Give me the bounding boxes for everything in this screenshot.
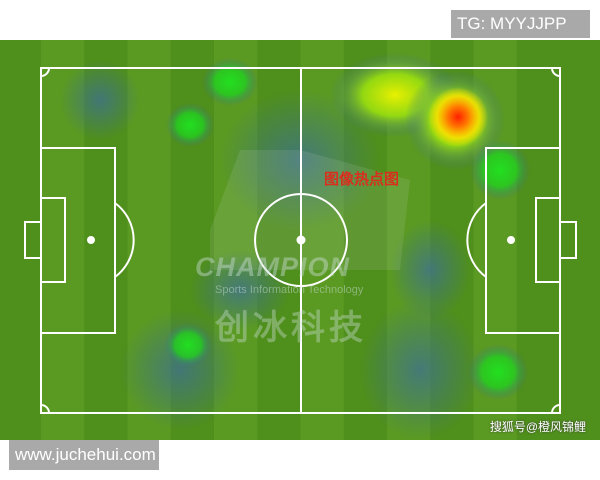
heatmap-title: 图像热点图 [324,171,400,188]
right-penalty-spot [507,236,515,244]
tg-tag: TG: MYYJJPP [451,10,590,38]
site-watermark: www.juchehui.com [9,440,159,470]
logo-shape [210,150,410,270]
logo-chinese: 创冰科技 [215,309,367,347]
logo-subtitle: Sports Information Technology [215,284,364,296]
logo-text: CHAMPION [195,252,350,282]
center-spot [296,235,306,245]
credit-watermark: 搜狐号@橙风锦鲤 [489,420,586,434]
left-penalty-spot [87,236,95,244]
heatmap-pitch [0,40,600,440]
